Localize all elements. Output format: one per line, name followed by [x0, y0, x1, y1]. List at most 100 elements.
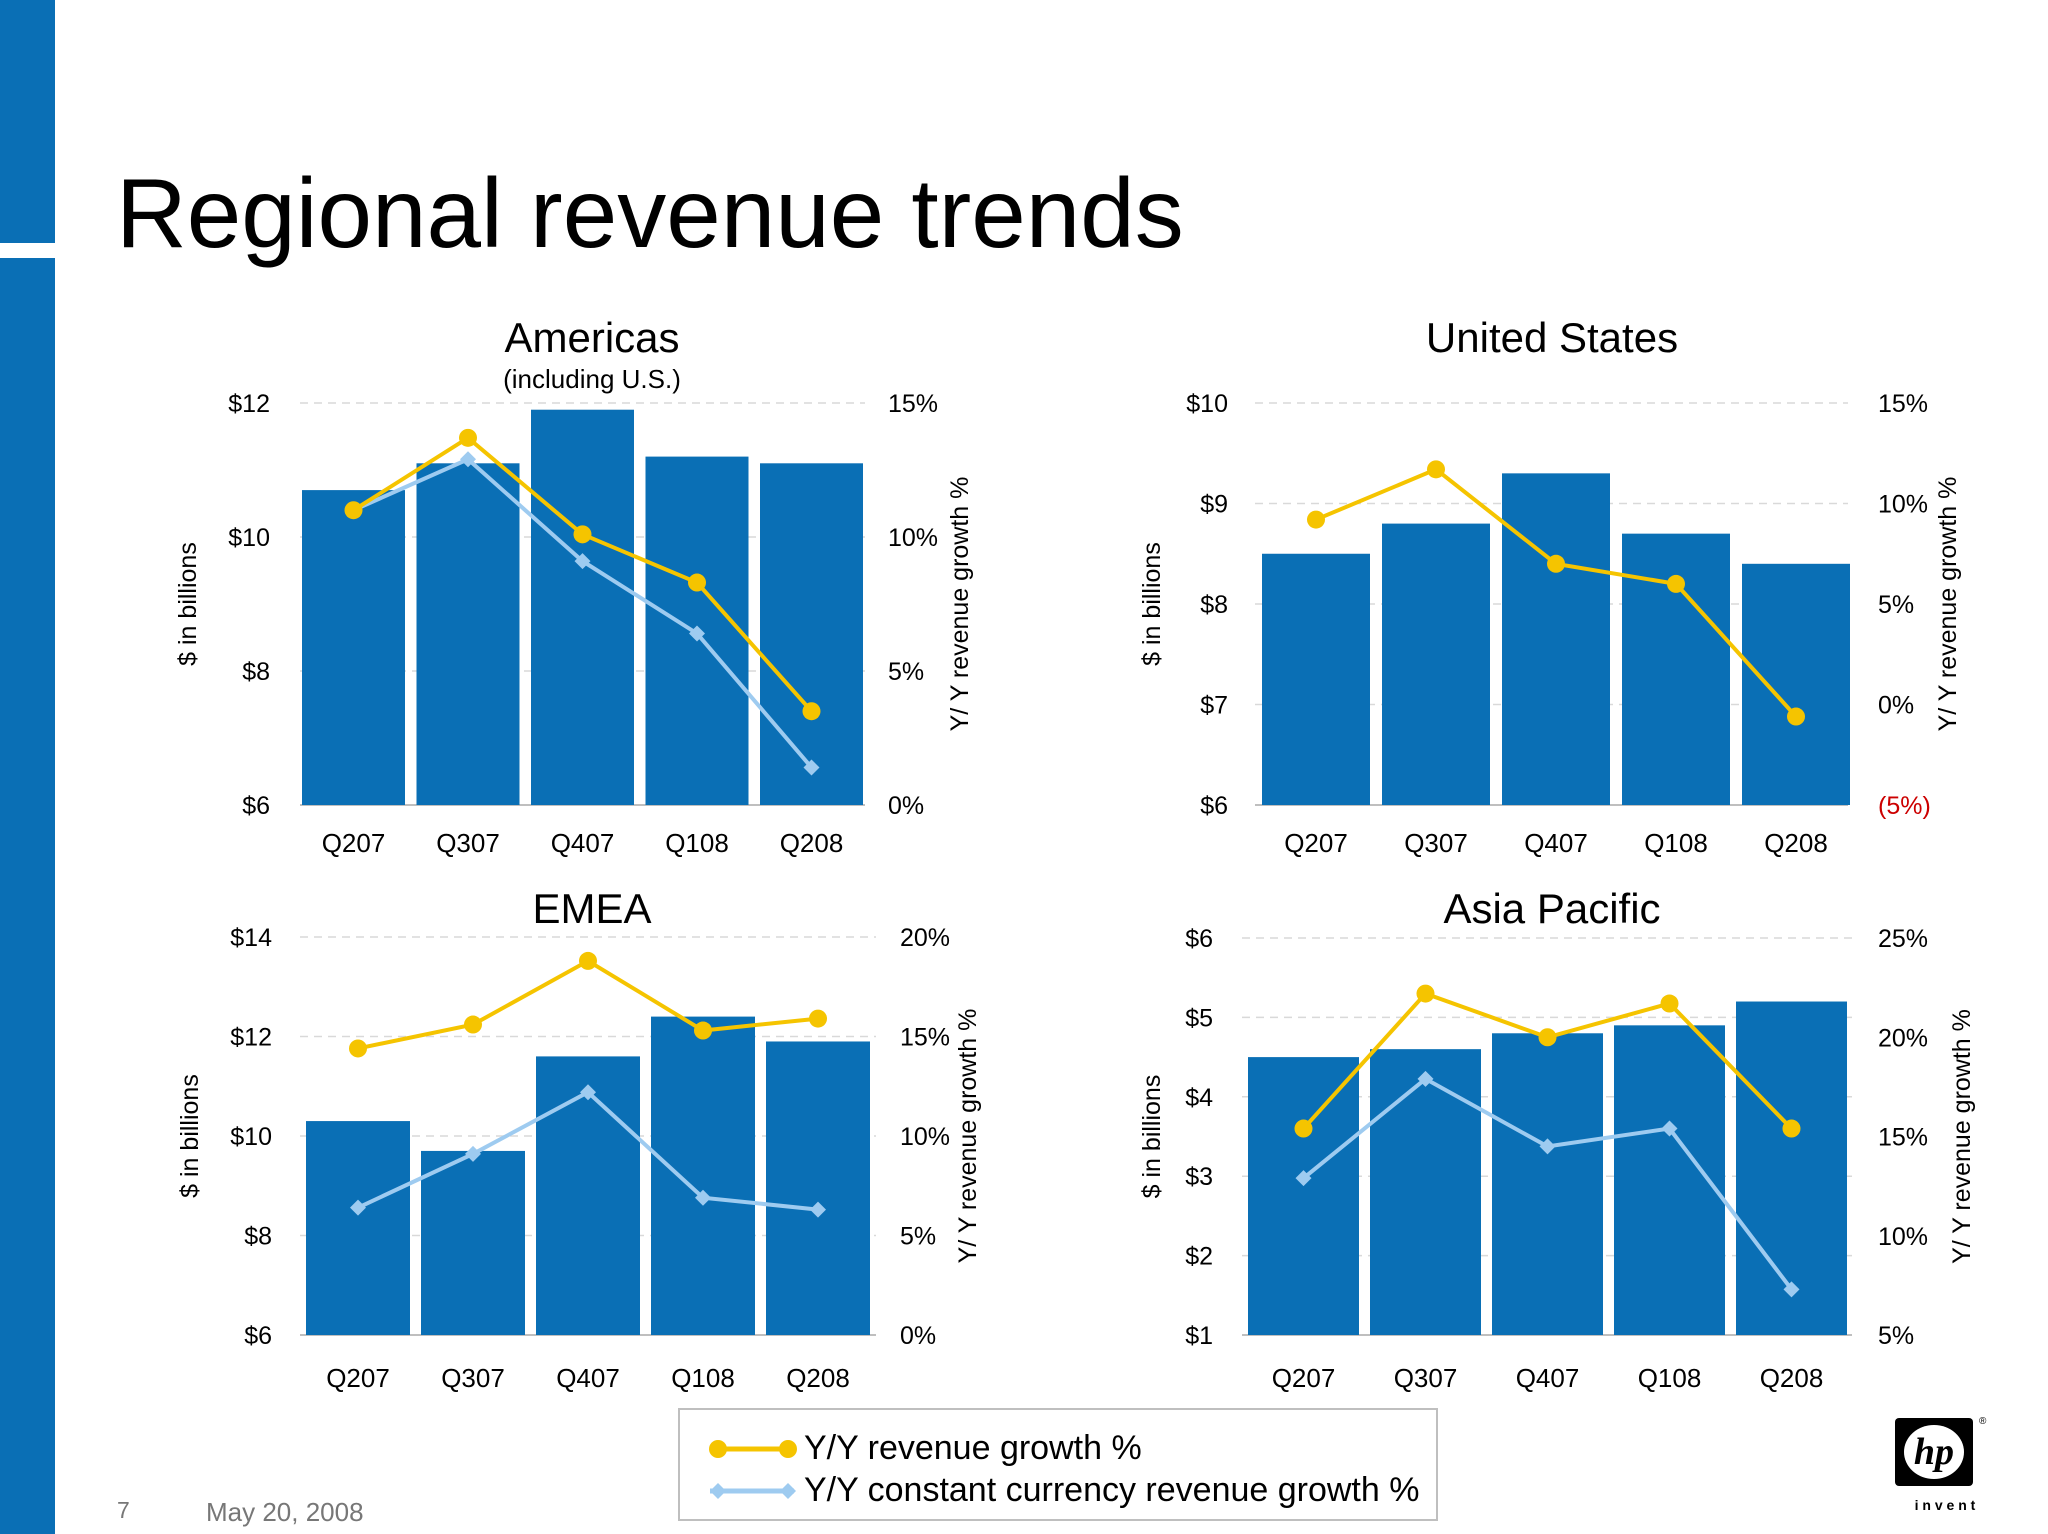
chart-americas-category-label: Q108 [665, 828, 729, 858]
chart-asia-pacific-y2-tick-label: 10% [1878, 1223, 1928, 1251]
chart-emea-y-tick-label: $6 [244, 1322, 272, 1350]
chart-united-states-category-label: Q208 [1764, 828, 1828, 858]
chart-americas-constant-currency-point [803, 759, 820, 776]
chart-americas-growth-point [573, 525, 592, 544]
chart-united-states-growth-point [1787, 707, 1805, 726]
chart-americas-y2-tick-label: 0% [888, 792, 924, 820]
chart-asia-pacific-y2-axis-title: Y/ Y revenue growth % [1948, 1009, 1976, 1264]
chart-emea-y2-tick-label: 5% [900, 1223, 936, 1251]
chart-united-states-growth-point [1547, 554, 1565, 573]
side-bar-gap [0, 243, 55, 258]
chart-united-states-y-axis-title: $ in billions [1138, 542, 1166, 666]
chart-americas-category-label: Q207 [322, 828, 386, 858]
chart-americas-bar-q307 [416, 463, 520, 805]
chart-asia-pacific-constant-currency-point [1417, 1070, 1434, 1087]
chart-americas-bar-q208 [760, 463, 863, 805]
chart-united-states-growth-point [1427, 460, 1445, 479]
chart-asia-pacific-y-axis-title: $ in billions [1138, 1075, 1166, 1199]
chart-united-states-y2-tick-label: 5% [1878, 591, 1914, 619]
chart-asia-pacific-y-tick-label: $6 [1185, 925, 1213, 953]
chart-emea-constant-currency-point [695, 1189, 711, 1206]
page-title: Regional revenue trends [116, 158, 1184, 268]
chart-united-states-y2-tick-label: 10% [1878, 491, 1928, 519]
svg-text:®: ® [1979, 1416, 1987, 1427]
legend-label-constant-currency: Y/Y constant currency revenue growth % [804, 1471, 1420, 1509]
chart-asia-pacific-y2-tick-label: 15% [1878, 1124, 1928, 1152]
hp-logo-tagline: i n v e n t [1915, 1497, 1976, 1513]
chart-asia-pacific-y2-tick-label: 25% [1878, 925, 1928, 953]
chart-americas-growth-point [688, 573, 706, 592]
chart-emea-growth-point [579, 951, 597, 970]
chart-asia-pacific-growth-point [1538, 1028, 1557, 1047]
chart-united-states-category-label: Q307 [1404, 828, 1468, 858]
chart-americas-y-tick-label: $8 [242, 658, 270, 686]
chart-united-states-bar-q208 [1742, 563, 1850, 805]
chart-americas-category-label: Q407 [551, 828, 615, 858]
chart-asia-pacific-bar-q208 [1736, 1001, 1847, 1335]
chart-united-states-growth-point [1667, 574, 1685, 593]
hp-logo: hp ® i n v e n t [1895, 1416, 1987, 1513]
chart-emea-y2-tick-label: 0% [900, 1322, 936, 1350]
chart-asia-pacific-bar-q407 [1492, 1033, 1603, 1335]
chart-united-states-y-tick-label: $10 [1186, 390, 1228, 418]
chart-americas-category-label: Q208 [780, 828, 844, 858]
chart-americas-y-tick-label: $6 [242, 792, 270, 820]
chart-united-states-y-tick-label: $8 [1200, 591, 1228, 619]
chart-americas-constant-currency-point [574, 553, 591, 570]
chart-americas-growth-point [344, 501, 363, 520]
chart-emea-y2-tick-label: 10% [900, 1123, 950, 1151]
chart-asia-pacific-y-tick-label: $3 [1185, 1163, 1213, 1191]
chart-emea-category-label: Q208 [786, 1363, 850, 1393]
chart-united-states-y2-axis-title: Y/ Y revenue growth % [1934, 477, 1962, 732]
chart-americas-growth-point [802, 702, 821, 721]
legend-item-growth: Y/Y revenue growth % [680, 1428, 1436, 1470]
chart-asia-pacific-y-tick-label: $5 [1185, 1004, 1213, 1032]
chart-asia-pacific-category-label: Q108 [1638, 1363, 1702, 1393]
chart-asia-pacific-growth-point [1660, 994, 1679, 1013]
legend-item-constant-currency: Y/Y constant currency revenue growth % [680, 1470, 1436, 1512]
chart-emea-constant-currency-point [350, 1199, 366, 1216]
chart-emea-category-label: Q407 [556, 1363, 620, 1393]
chart-americas-y2-tick-label: 5% [888, 658, 924, 686]
chart-americas-y2-tick-label: 10% [888, 524, 938, 552]
chart-asia-pacific-category-label: Q407 [1516, 1363, 1580, 1393]
chart-united-states-y2-tick-label: 15% [1878, 390, 1928, 418]
chart-emea-bar-q407 [536, 1056, 640, 1335]
chart-americas-constant-currency-point [689, 625, 705, 642]
chart-americas-y-tick-label: $12 [228, 390, 270, 418]
chart-americas-y-tick-label: $10 [228, 524, 270, 552]
chart-emea-category-label: Q207 [326, 1363, 390, 1393]
chart-americas-title: Americas [504, 314, 679, 361]
chart-americas-subtitle: (including U.S.) [503, 364, 681, 394]
chart-asia-pacific-y-tick-label: $2 [1185, 1243, 1213, 1271]
chart-emea-y-tick-label: $10 [230, 1123, 272, 1151]
chart-asia-pacific-y2-tick-label: 20% [1878, 1024, 1928, 1052]
page-number: 7 [117, 1497, 130, 1523]
chart-united-states-category-label: Q407 [1524, 828, 1588, 858]
chart-americas-bar-q207 [302, 490, 405, 805]
chart-asia-pacific-constant-currency-point [1783, 1281, 1800, 1298]
chart-americas-constant-currency-point [460, 451, 476, 468]
chart-emea-bar-q108 [651, 1016, 755, 1335]
chart-united-states-y-tick-label: $6 [1200, 792, 1228, 820]
chart-emea-y-tick-label: $8 [244, 1223, 272, 1251]
chart-asia-pacific-category-label: Q307 [1394, 1363, 1458, 1393]
chart-americas-y2-tick-label: 15% [888, 390, 938, 418]
chart-emea-y2-tick-label: 20% [900, 924, 950, 952]
chart-emea-y-tick-label: $14 [230, 924, 272, 952]
chart-asia-pacific-category-label: Q207 [1272, 1363, 1336, 1393]
chart-asia-pacific-category-label: Q208 [1760, 1363, 1824, 1393]
chart-emea-constant-currency-point [580, 1084, 596, 1101]
chart-united-states-y-tick-label: $7 [1200, 692, 1228, 720]
chart-emea-y-tick-label: $12 [230, 1024, 272, 1052]
side-bar-line [0, 258, 55, 262]
chart-emea-constant-currency-point [810, 1201, 826, 1218]
chart-emea-y2-axis-title: Y/ Y revenue growth % [954, 1009, 982, 1264]
chart-emea-bar-q207 [306, 1121, 410, 1335]
chart-emea-constant-currency-point [465, 1145, 481, 1162]
chart-united-states-bar-q108 [1622, 533, 1730, 805]
chart-emea-bar-q208 [766, 1041, 870, 1335]
chart-asia-pacific-title: Asia Pacific [1443, 885, 1660, 932]
legend-swatch-growth [709, 1440, 797, 1458]
chart-asia-pacific-bar-q307 [1370, 1049, 1481, 1335]
